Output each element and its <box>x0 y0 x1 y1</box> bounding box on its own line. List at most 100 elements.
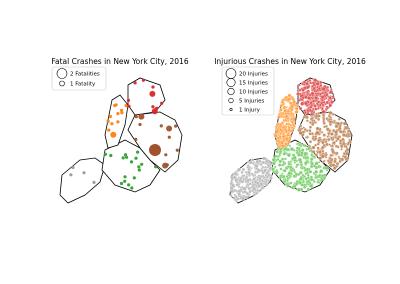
crash-dot <box>298 88 302 92</box>
crash-dot <box>312 154 316 158</box>
crash-dot <box>279 128 283 132</box>
borough-outline <box>127 77 166 116</box>
crash-dot <box>258 176 262 181</box>
crash-dot <box>282 125 286 130</box>
crash-dot <box>290 147 294 152</box>
crash-dot <box>321 140 325 145</box>
crash-dot <box>315 130 320 135</box>
crash-dot <box>132 176 136 180</box>
crash-dot <box>322 121 326 125</box>
crash-dot <box>106 119 110 123</box>
crash-dot <box>316 180 319 184</box>
crash-dot <box>308 140 313 144</box>
crash-dot <box>82 171 86 175</box>
crash-dot <box>308 129 312 133</box>
crash-dot <box>245 173 249 177</box>
crash-dot <box>319 103 322 107</box>
crash-dot <box>275 130 279 134</box>
crash-dot <box>314 169 319 174</box>
crash-dot <box>321 109 326 114</box>
crash-dot <box>130 186 134 190</box>
crash-dot <box>281 163 285 167</box>
crash-dot <box>103 152 107 156</box>
crash-dot <box>235 200 238 203</box>
crash-dot <box>255 170 259 174</box>
crash-dot <box>310 103 314 107</box>
crash-dot <box>299 124 303 128</box>
crash-dot <box>332 166 337 171</box>
crash-dot <box>164 153 168 157</box>
crash-dot <box>305 85 310 90</box>
crash-dot <box>138 113 145 120</box>
crash-dot <box>312 86 316 91</box>
crash-dot <box>300 151 304 156</box>
crash-dot <box>290 126 294 129</box>
crash-dot <box>269 162 273 166</box>
crash-dot <box>344 126 349 130</box>
crash-dot <box>317 100 321 104</box>
crash-dot <box>283 157 287 161</box>
crash-dot <box>308 125 313 129</box>
crash-dot <box>308 169 313 174</box>
crash-dot <box>324 124 328 128</box>
crash-dot <box>273 165 277 169</box>
borough-outline <box>59 157 106 204</box>
crash-dot <box>328 157 332 160</box>
crash-dot <box>303 101 308 106</box>
crash-dot <box>279 108 283 112</box>
crash-dot <box>275 171 279 175</box>
crash-dot <box>336 145 340 149</box>
crash-dot <box>306 91 310 94</box>
crash-dot <box>281 144 286 149</box>
crash-dot <box>230 188 235 194</box>
crash-dot <box>276 157 280 161</box>
crash-dot <box>230 175 234 180</box>
crash-dot <box>294 182 299 186</box>
crash-dot <box>231 183 236 188</box>
crash-dot <box>250 158 255 162</box>
crash-dot <box>233 171 238 176</box>
crash-dot <box>327 137 331 142</box>
crash-dot <box>255 167 259 170</box>
crash-dot <box>288 144 292 148</box>
crash-dot <box>342 141 346 146</box>
crash-dot <box>342 133 346 137</box>
crash-dot <box>311 145 316 150</box>
crash-dot <box>252 161 256 164</box>
crash-dot <box>298 176 304 181</box>
crash-dot <box>306 108 310 113</box>
map <box>229 77 353 204</box>
crash-dot <box>126 98 130 102</box>
crash-dot <box>109 153 113 158</box>
crash-dot <box>149 90 156 97</box>
crash-dot <box>317 86 322 91</box>
crash-dot <box>278 123 282 127</box>
crash-dot <box>301 88 305 92</box>
crash-dot <box>279 167 283 171</box>
crash-dot <box>141 78 145 82</box>
crash-dot <box>281 100 285 104</box>
crash-dot <box>123 175 127 179</box>
legend-marker <box>56 68 68 79</box>
crash-dot <box>315 153 319 157</box>
crash-dot <box>300 148 305 152</box>
crash-dot <box>324 90 328 94</box>
crash-dot <box>273 156 277 160</box>
crash-dot <box>334 130 339 135</box>
crash-dot <box>127 183 131 187</box>
crash-dot <box>347 141 351 145</box>
crash-dot <box>165 163 169 167</box>
crash-dot <box>310 122 315 127</box>
crash-dot <box>297 157 302 162</box>
crash-dot <box>328 118 332 121</box>
crash-dot <box>297 83 301 87</box>
crash-dot <box>134 156 138 160</box>
crash-dot <box>285 122 289 126</box>
crash-dot <box>341 137 345 141</box>
crash-dot <box>313 104 317 108</box>
crash-dot <box>319 80 323 84</box>
crash-dot <box>286 109 291 113</box>
crash-dot <box>335 161 340 166</box>
crash-dot <box>244 170 247 174</box>
crash-dot <box>344 149 348 153</box>
